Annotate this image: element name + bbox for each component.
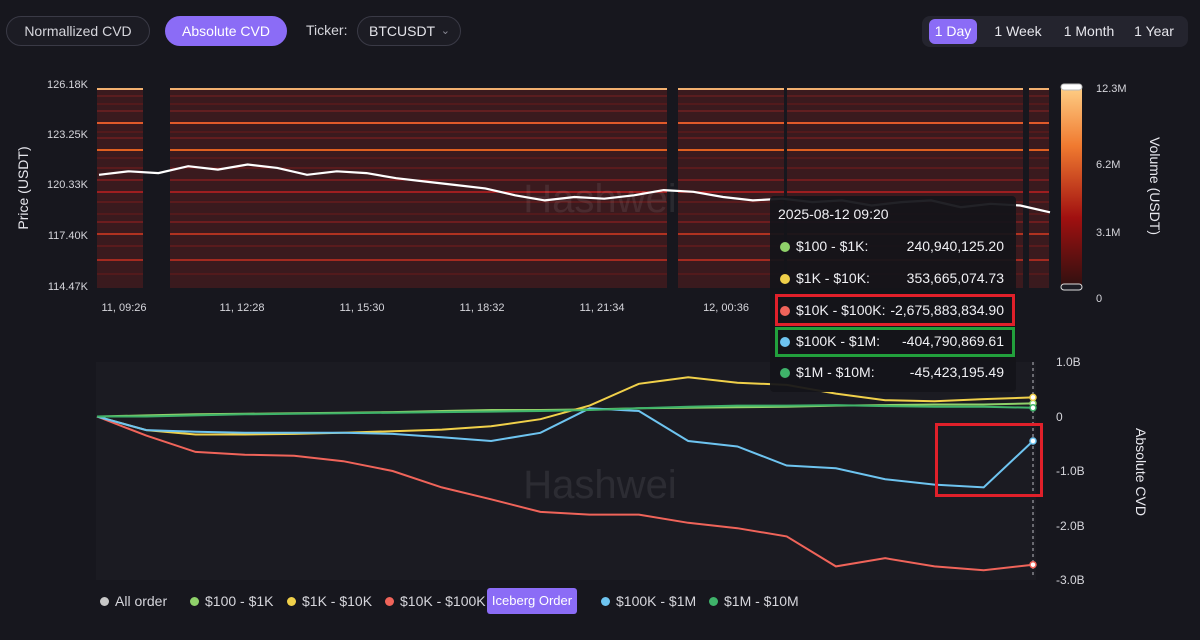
tooltip-row: $10K - $100K: -2,675,883,834.90 [770, 296, 1016, 326]
volume-tick: 12.3M [1096, 83, 1127, 95]
watermark: Hashwei [523, 463, 676, 507]
volume-tick: 0 [1096, 293, 1102, 305]
price-x-tick: 11, 09:26 [101, 302, 146, 314]
tooltip-label: $1K - $10K: [796, 270, 870, 286]
legend-dot [190, 597, 199, 606]
legend-1m-10m[interactable]: $1M - $10M [709, 588, 799, 614]
time-range-group: 1 Day 1 Week 1 Month 1 Year [922, 16, 1188, 47]
tooltip-row: $100 - $1K: 240,940,125.20 [770, 232, 1016, 262]
range-1-week-button[interactable]: 1 Week [994, 23, 1042, 39]
tooltip-label: $1M - $10M: [796, 364, 875, 380]
tooltip-value: -404,790,869.61 [902, 333, 1004, 349]
range-1-day-button[interactable]: 1 Day [929, 19, 977, 44]
legend-dot [100, 597, 109, 606]
volume-axis-title: Volume (USDT) [1147, 137, 1163, 235]
data-gaps [143, 88, 1029, 288]
tooltip-time: 2025-08-12 09:20 [778, 206, 889, 222]
ticker-label: Ticker: [306, 22, 348, 38]
tooltip-dot [780, 337, 790, 347]
ticker-value: BTCUSDT [369, 23, 436, 39]
legend-100k-1m[interactable]: $100K - $1M [601, 588, 696, 614]
tooltip-value: -45,423,195.49 [909, 364, 1004, 380]
data-tooltip: 2025-08-12 09:20 $100 - $1K: 240,940,125… [770, 196, 1016, 392]
legend-label: $1M - $10M [724, 593, 799, 609]
iceberg-order-button[interactable]: Iceberg Order [487, 588, 577, 614]
tooltip-dot [780, 306, 790, 316]
ticker-select[interactable]: BTCUSDT ⌄ [357, 16, 461, 46]
price-x-tick: 11, 18:32 [459, 302, 504, 314]
legend-all-order[interactable]: All order [100, 588, 167, 614]
tooltip-value: 353,665,074.73 [906, 270, 1004, 286]
legend-1k-10k[interactable]: $1K - $10K [287, 588, 372, 614]
chart-legend: All order $100 - $1K $1K - $10K $10K - $… [96, 588, 856, 614]
tooltip-value: -2,675,883,834.90 [890, 302, 1004, 318]
cvd-line-chart[interactable]: Hashwei 1.0B 0 -1.0B -2.0B -3.0B Absolut… [0, 350, 1200, 590]
tooltip-dot [780, 242, 790, 252]
legend-label: All order [115, 593, 168, 609]
volume-color-scale [1061, 84, 1082, 290]
cvd-y-tick: 1.0B [1056, 355, 1081, 369]
cvd-series-line [96, 407, 1034, 489]
price-y-tick: 123.25K [47, 129, 89, 141]
volume-tick: 3.1M [1096, 227, 1120, 239]
cvd-series-line [97, 404, 1034, 418]
price-y-tick: 117.40K [48, 230, 89, 242]
legend-label: $10K - $100K [400, 593, 486, 609]
tooltip-dot [780, 274, 790, 284]
legend-dot [385, 597, 394, 606]
cvd-y-tick: -2.0B [1056, 519, 1085, 533]
cvd-y-axis-title: Absolute CVD [1133, 428, 1149, 516]
legend-label: $1K - $10K [302, 593, 373, 609]
legend-label: $100K - $1M [616, 593, 697, 609]
price-y-tick: 120.33K [47, 179, 89, 191]
cvd-y-tick: -1.0B [1056, 464, 1085, 478]
price-x-tick: 11, 21:34 [579, 302, 624, 314]
price-y-axis-title: Price (USDT) [15, 146, 31, 229]
tooltip-label: $10K - $100K: [796, 302, 886, 318]
cvd-series-endpoint [1029, 437, 1037, 445]
legend-10k-100k[interactable]: $10K - $100K [385, 588, 486, 614]
cvd-series-endpoint [1029, 393, 1037, 402]
toolbar: Normallized CVD Absolute CVD Ticker: BTC… [0, 0, 1200, 62]
range-1-month-button[interactable]: 1 Month [1063, 23, 1115, 39]
tooltip-label: $100K - $1M: [796, 333, 881, 349]
cvd-series-endpoint [1029, 404, 1037, 412]
tooltip-row: $1K - $10K: 353,665,074.73 [770, 264, 1016, 294]
normalized-cvd-button[interactable]: Normallized CVD [6, 16, 150, 46]
price-x-tick: 11, 12:28 [219, 302, 264, 314]
volume-tick: 6.2M [1096, 159, 1120, 171]
tooltip-row: $1M - $10M: -45,423,195.49 [770, 358, 1016, 388]
price-y-tick: 114.47K [48, 281, 89, 293]
cvd-y-tick: -3.0B [1056, 573, 1085, 587]
chevron-down-icon: ⌄ [440, 25, 450, 37]
price-x-tick: 11, 15:30 [339, 302, 384, 314]
cvd-series-endpoint [1029, 560, 1037, 569]
tooltip-value: 240,940,125.20 [906, 238, 1004, 254]
tooltip-row: $100K - $1M: -404,790,869.61 [770, 327, 1016, 357]
tooltip-dot [780, 368, 790, 378]
legend-dot [601, 597, 610, 606]
price-x-tick: 12, 00:36 [703, 302, 749, 314]
cvd-series-line [96, 415, 1034, 572]
legend-dot [287, 597, 296, 606]
cvd-series-line [96, 376, 1034, 436]
cvd-y-tick: 0 [1056, 410, 1063, 424]
legend-100-1k[interactable]: $100 - $1K [190, 588, 274, 614]
legend-dot [709, 597, 718, 606]
cvd-series-group [96, 376, 1037, 572]
volume-scale-handle-top[interactable] [1060, 83, 1083, 91]
cvd-plot-area [96, 362, 1036, 580]
price-heatmap-chart[interactable]: Hashwei 126.18K 123.25K 120.33K 117.40K … [0, 62, 1200, 382]
price-y-tick: 126.18K [47, 79, 89, 91]
volume-scale-handle-bottom[interactable] [1060, 283, 1083, 291]
range-1-year-button[interactable]: 1 Year [1134, 23, 1174, 39]
tooltip-label: $100 - $1K: [796, 238, 869, 254]
legend-label: $100 - $1K [205, 593, 274, 609]
absolute-cvd-button[interactable]: Absolute CVD [165, 16, 287, 46]
